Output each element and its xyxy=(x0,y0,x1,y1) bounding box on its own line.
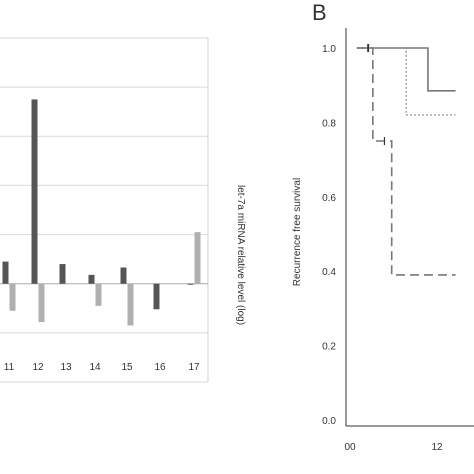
bar-series-1-16 xyxy=(153,283,160,310)
bar-series-2-17 xyxy=(194,232,201,284)
bar-series-1-11 xyxy=(2,261,9,284)
y-tick-0.2: 0.2 xyxy=(322,342,336,353)
panel-label-b: B xyxy=(312,0,327,25)
survival-curve-dashed xyxy=(356,47,456,276)
survival-curves xyxy=(356,44,456,276)
bar-series-2-12 xyxy=(38,283,45,323)
x-tick-15: 15 xyxy=(121,362,133,373)
x-tick-16: 16 xyxy=(154,362,166,373)
bar-series-2-11 xyxy=(9,283,16,311)
survival-chart-panel: B 0.0 0.2 0.4 0.6 0.8 1.0 00 12 Recurrence fre… xyxy=(292,0,474,453)
x-tick-00: 00 xyxy=(344,442,356,453)
right-y-axis-label: let-7a miRNA relative level (log) xyxy=(235,185,246,325)
survival-curve-dotted xyxy=(356,47,456,116)
x-tick-11: 11 xyxy=(4,362,15,373)
x-tick-12: 12 xyxy=(32,362,44,373)
survival-curve-solid xyxy=(356,47,456,92)
y-tick-0.6: 0.6 xyxy=(322,193,336,204)
gridlines xyxy=(0,37,208,383)
y-tick-0.8: 0.8 xyxy=(322,118,336,129)
bar-series-2-15 xyxy=(127,283,134,326)
bar-series-2-14 xyxy=(95,283,102,306)
y-tick-0.0: 0.0 xyxy=(322,416,336,427)
bar-series-1-15 xyxy=(120,267,127,284)
y-tick-labels: 0.0 0.2 0.4 0.6 0.8 1.0 xyxy=(322,44,336,427)
x-tick-labels: 11 12 13 14 15 16 17 xyxy=(4,362,200,373)
bar-series xyxy=(2,99,201,326)
bar-series-1-17 xyxy=(187,283,194,285)
bar-chart-panel: 11 12 13 14 15 16 17 let-7a miRNA relative lev… xyxy=(0,37,246,383)
y-tick-0.4: 0.4 xyxy=(322,267,336,278)
y-tick-1.0: 1.0 xyxy=(322,44,336,55)
x-tick-14: 14 xyxy=(89,362,101,373)
bar-series-1-12 xyxy=(31,99,38,284)
x-tick-labels-b: 00 12 xyxy=(344,442,443,453)
x-tick-12: 12 xyxy=(431,442,443,453)
bar-series-1-13 xyxy=(59,264,66,284)
y-axis-label: Recurrence free survival xyxy=(292,178,303,286)
x-tick-17: 17 xyxy=(188,362,200,373)
x-tick-13: 13 xyxy=(60,362,72,373)
bar-series-1-14 xyxy=(88,274,95,284)
